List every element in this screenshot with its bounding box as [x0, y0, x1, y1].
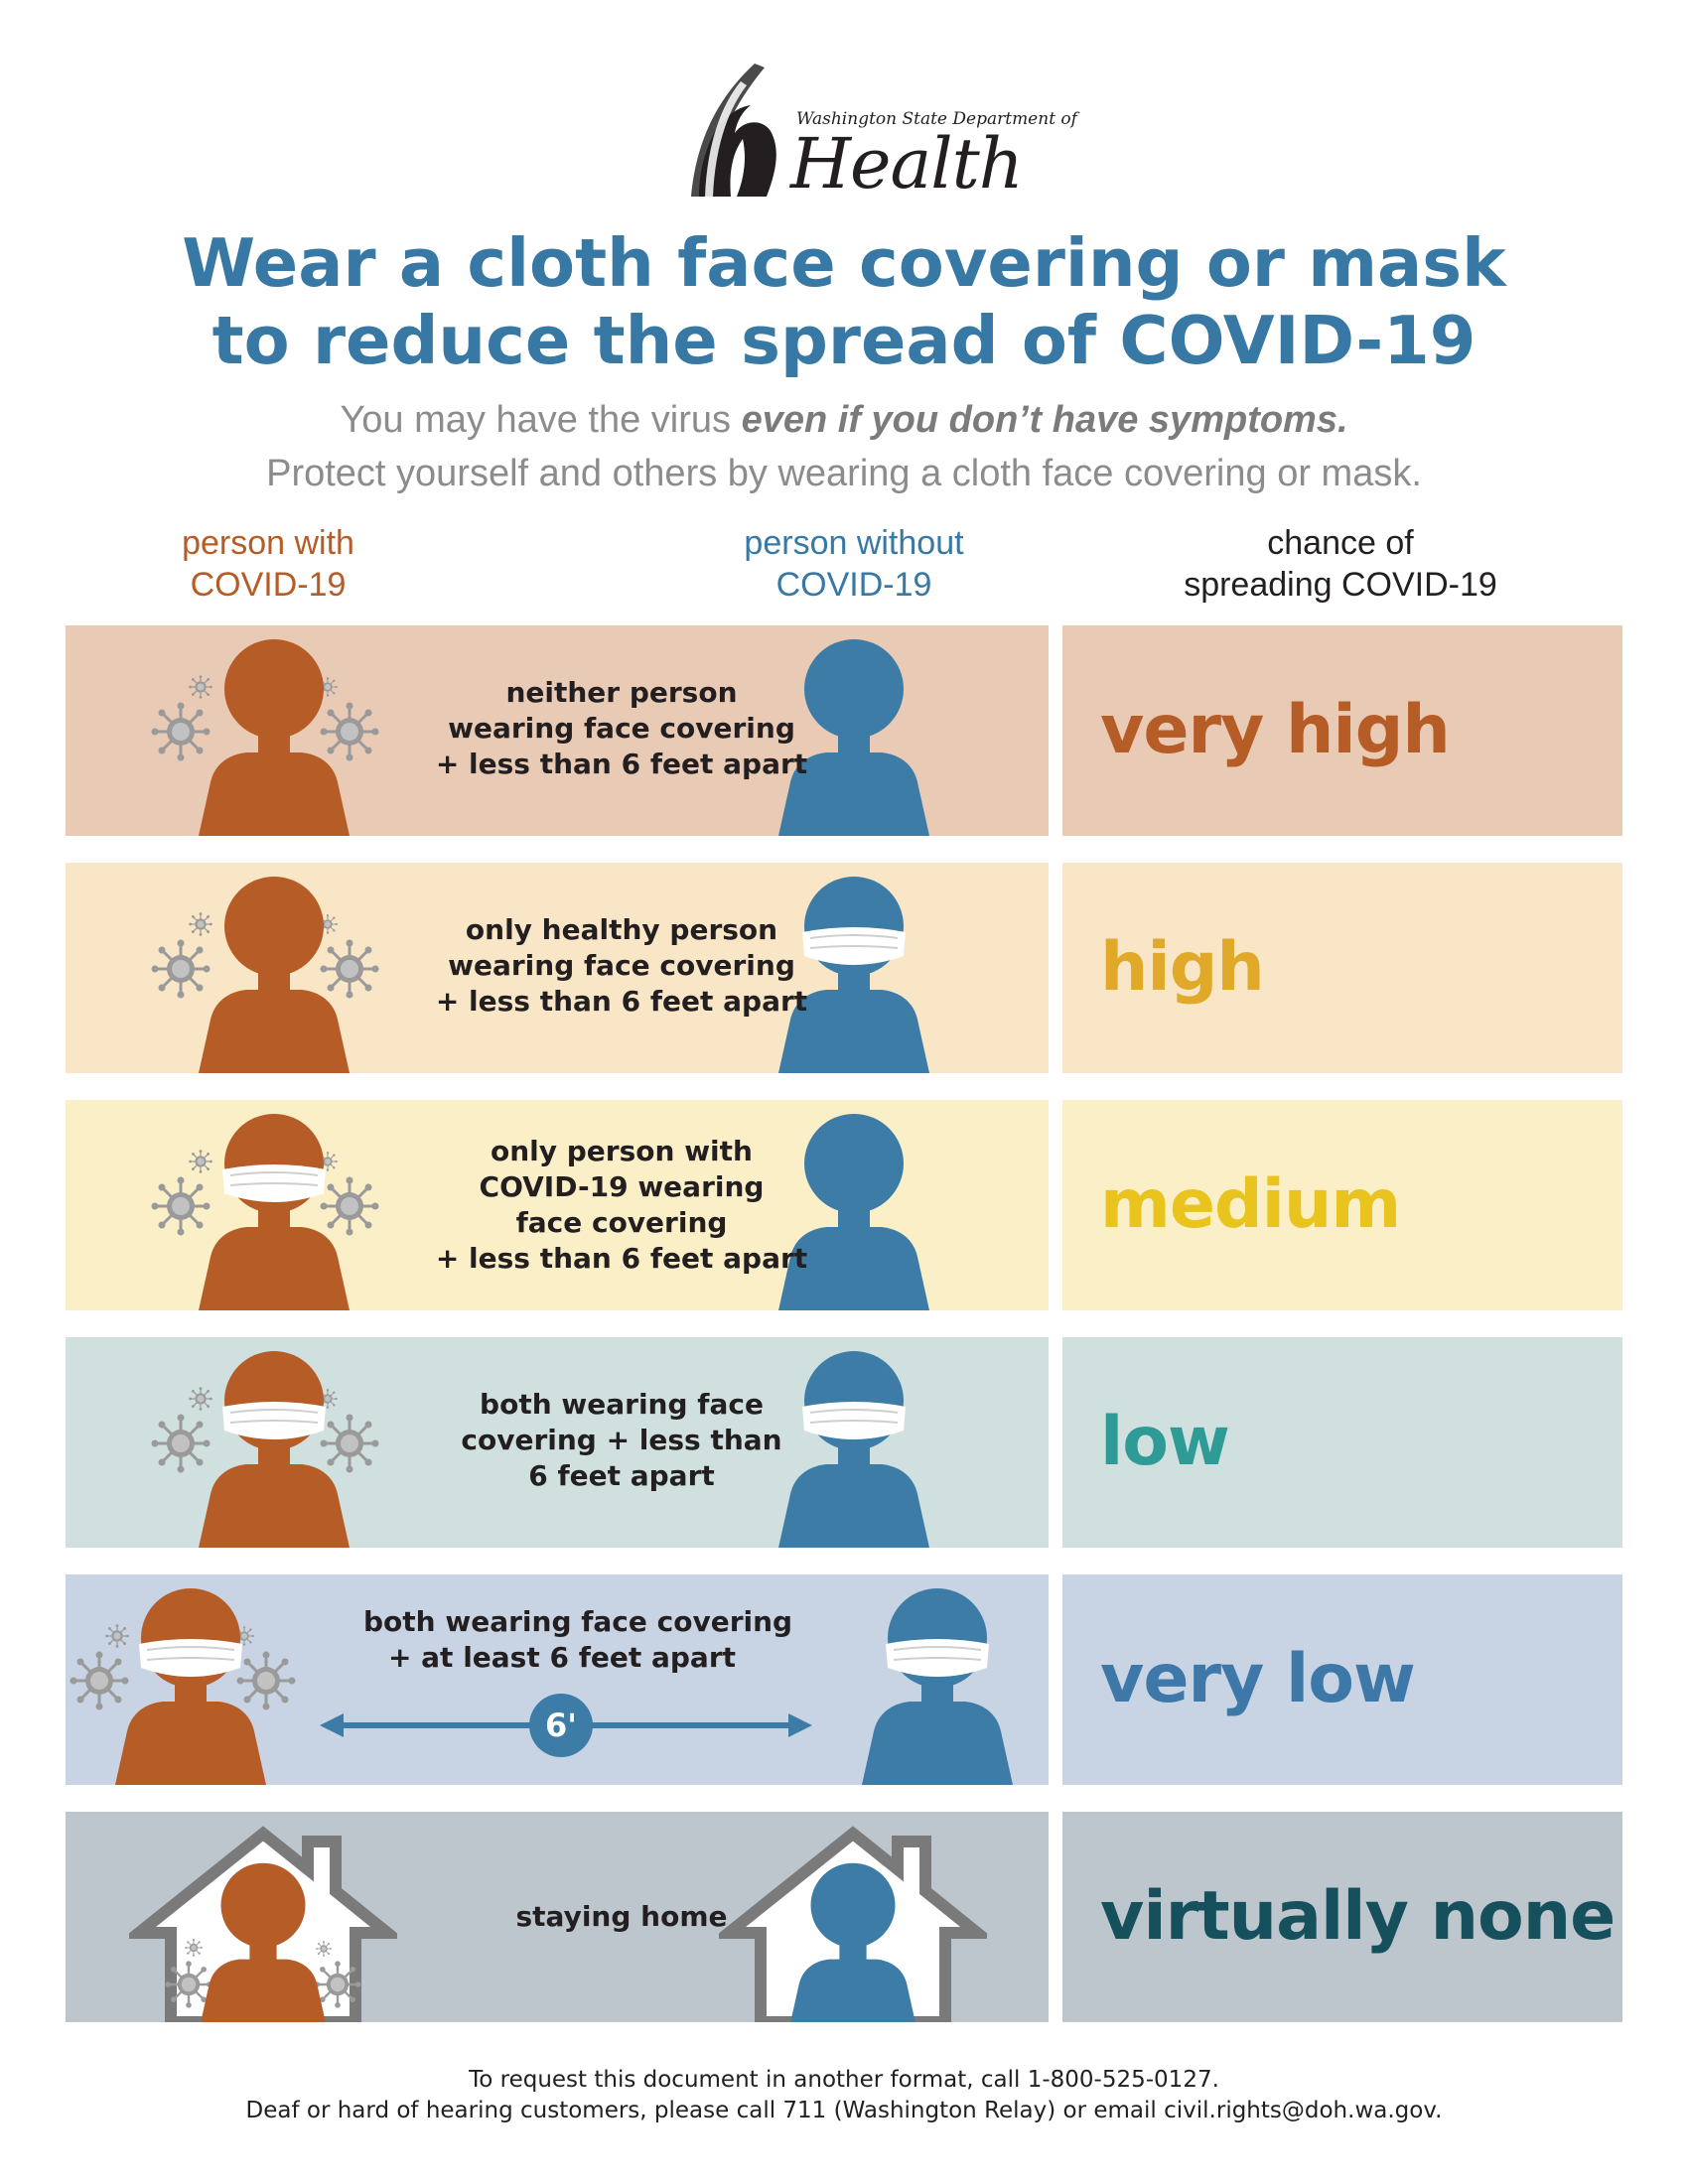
virus-icon: [320, 1176, 379, 1236]
distance-arrow-icon: [320, 1694, 812, 1757]
risk-row-6-level: virtually none: [1062, 1812, 1622, 2022]
title-line-2: to reduce the spread of COVID-19: [211, 302, 1477, 379]
footer-line-2: Deaf or hard of hearing customers, pleas…: [245, 2098, 1443, 2123]
column-header-without-covid-line-1: person without: [744, 524, 964, 562]
doh-logo: Washington State Department of Health: [685, 62, 1077, 210]
subtitle-emphasis: even if you don’t have symptoms.: [741, 399, 1348, 441]
column-header-with-covid: person with COVID-19: [119, 522, 417, 606]
risk-level-label: low: [1100, 1403, 1230, 1481]
risk-row-6-scenario: staying home: [66, 1812, 1049, 2022]
description-line: neither person: [505, 676, 738, 709]
risk-level-label: medium: [1100, 1165, 1401, 1244]
description-line: + less than 6 feet apart: [435, 985, 808, 1018]
column-header-with-covid-line-2: COVID-19: [190, 566, 347, 604]
virus-icon: [151, 939, 211, 999]
description-line: wearing face covering: [448, 949, 795, 982]
description-line: + less than 6 feet apart: [435, 1242, 808, 1275]
risk-row-4-level: low: [1062, 1337, 1622, 1548]
description-line: both wearing face: [480, 1388, 764, 1421]
footer: To request this document in another form…: [0, 2065, 1688, 2126]
description-line: + at least 6 feet apart: [387, 1641, 737, 1674]
title-line-1: Wear a cloth face covering or mask: [182, 224, 1506, 302]
person-with-covid-icon: [199, 1351, 350, 1548]
column-header-chance: chance of spreading COVID-19: [1132, 522, 1549, 606]
virus-icon: [320, 1414, 379, 1473]
person-with-covid-icon: [199, 877, 350, 1073]
virus-icon: [189, 675, 212, 699]
subtitle-line-1-text: You may have the virus: [340, 399, 742, 441]
virus-icon: [151, 1414, 211, 1473]
virus-icon: [165, 1961, 212, 2008]
risk-row-3-level: medium: [1062, 1100, 1622, 1310]
distance-label: 6': [545, 1706, 577, 1744]
column-header-with-covid-line-1: person with: [182, 524, 354, 562]
description-line: staying home: [515, 1900, 728, 1933]
risk-row-4-scenario: both wearing face covering + less than 6…: [66, 1337, 1049, 1548]
subtitle-line-2: Protect yourself and others by wearing a…: [266, 453, 1422, 494]
risk-row-2-level: high: [1062, 863, 1622, 1073]
scenario-description: only person with COVID-19 wearing face c…: [423, 1134, 820, 1277]
virus-icon: [316, 1941, 332, 1957]
risk-level-label: high: [1100, 928, 1265, 1007]
description-line: + less than 6 feet apart: [435, 748, 808, 780]
description-line: 6 feet apart: [528, 1459, 715, 1492]
column-header-chance-line-2: spreading COVID-19: [1184, 566, 1497, 604]
virus-icon: [320, 702, 379, 761]
scenario-description: both wearing face covering + less than 6…: [423, 1387, 820, 1494]
subtitle: You may have the virus even if you don’t…: [0, 393, 1688, 500]
virus-icon: [189, 912, 212, 936]
description-line: only healthy person: [465, 913, 778, 946]
column-header-without-covid-line-2: COVID-19: [775, 566, 932, 604]
scenario-description: both wearing face covering + at least 6 …: [363, 1604, 793, 1676]
description-line: COVID-19 wearing: [479, 1170, 765, 1203]
column-header-without-covid: person without COVID-19: [705, 522, 1003, 606]
description-line: covering + less than: [461, 1424, 782, 1456]
person-with-covid-icon: [199, 639, 350, 836]
face-mask-icon: [221, 1163, 327, 1203]
logo-name: Health: [790, 123, 1024, 205]
risk-row-2-scenario: only healthy person wearing face coverin…: [66, 863, 1049, 1073]
virus-icon: [70, 1651, 129, 1710]
doh-logo-mark-icon: [691, 64, 776, 197]
logo-org-line: Washington State Department of: [796, 109, 1077, 129]
face-mask-icon: [138, 1638, 243, 1678]
subtitle-line-1: You may have the virus even if you don’t…: [0, 393, 1688, 447]
page-title: Wear a cloth face covering or mask to re…: [0, 224, 1688, 379]
virus-icon: [320, 939, 379, 999]
person-with-covid-icon: [199, 1114, 350, 1310]
scenario-description: only healthy person wearing face coverin…: [423, 912, 820, 1020]
virus-icon: [105, 1624, 129, 1648]
description-line: wearing face covering: [448, 712, 795, 745]
footer-line-1: To request this document in another form…: [469, 2067, 1219, 2093]
risk-level-label: very high: [1100, 691, 1451, 769]
risk-row-5-level: very low: [1062, 1574, 1622, 1785]
scenario-description: neither person wearing face covering + l…: [423, 675, 820, 782]
risk-level-label: virtually none: [1100, 1877, 1616, 1956]
virus-icon: [189, 1150, 212, 1173]
virus-icon: [236, 1651, 296, 1710]
scenario-description: staying home: [423, 1899, 820, 1935]
virus-icon: [151, 702, 211, 761]
risk-row-1-level: very high: [1062, 625, 1622, 836]
risk-row-5-scenario: 6' both wearing face covering + at least…: [66, 1574, 1049, 1785]
description-line: only person with: [491, 1135, 753, 1167]
risk-row-1-scenario: neither person wearing face covering + l…: [66, 625, 1049, 836]
face-mask-icon: [885, 1638, 990, 1678]
virus-icon: [314, 1961, 361, 2008]
description-line: face covering: [515, 1206, 728, 1239]
risk-row-3-scenario: only person with COVID-19 wearing face c…: [66, 1100, 1049, 1310]
risk-level-label: very low: [1100, 1640, 1416, 1718]
person-with-covid-icon: [115, 1588, 266, 1785]
column-header-chance-line-1: chance of: [1267, 524, 1414, 562]
virus-icon: [151, 1176, 211, 1236]
person-without-covid-icon: [862, 1588, 1013, 1785]
description-line: both wearing face covering: [363, 1605, 793, 1638]
row-5-figures: 6': [70, 1588, 1013, 1785]
face-mask-icon: [221, 1401, 327, 1440]
virus-icon: [185, 1939, 203, 1957]
virus-icon: [189, 1387, 212, 1411]
